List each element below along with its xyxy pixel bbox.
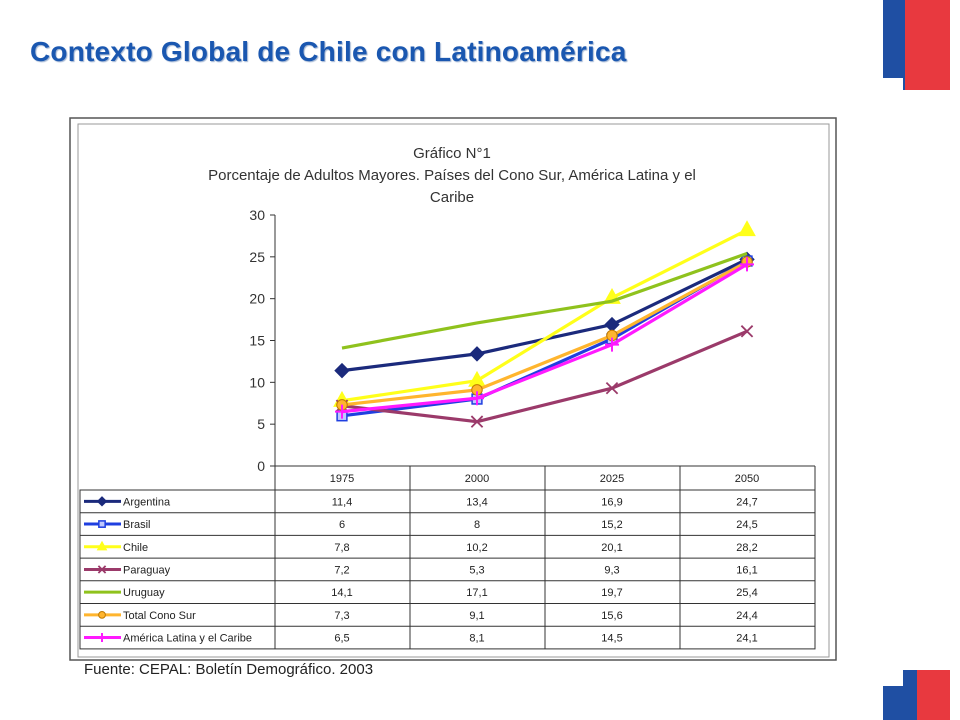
table-cell-value: 9,1 xyxy=(469,610,484,622)
chart-title: Gráfico N°1 xyxy=(413,145,491,162)
legend-label-argentina: Argentina xyxy=(123,496,171,508)
series-line-total-cono-sur xyxy=(341,260,748,407)
slide-title: Contexto Global de Chile con Latinoaméri… xyxy=(30,36,627,67)
chart-outer-frame xyxy=(69,117,837,661)
series-total-cono-sur xyxy=(336,256,753,411)
data-point-paraguay xyxy=(470,415,484,428)
table-cell-value: 9,3 xyxy=(604,564,619,576)
table-cell-value: 10,2 xyxy=(466,542,487,554)
table-cell-value: 20,1 xyxy=(601,542,622,554)
legend-key-marker-argentina xyxy=(96,496,108,507)
data-point-argentina xyxy=(469,346,485,362)
legend-key-marker-brasil xyxy=(98,520,106,528)
data-point-paraguay xyxy=(740,325,754,338)
series-line-chile xyxy=(341,228,748,403)
table-cell-value: 16,1 xyxy=(736,564,757,576)
table-cell-value: 24,4 xyxy=(736,610,757,622)
table-cell-value: 15,6 xyxy=(601,610,622,622)
table-cell-value: 25,4 xyxy=(736,587,757,599)
table-cell-value: 17,1 xyxy=(466,587,487,599)
legend-label-america-latina-y-el-caribe: América Latina y el Caribe xyxy=(123,633,252,645)
table-cell-value: 14,5 xyxy=(601,633,622,645)
table-cell-value: 15,2 xyxy=(601,519,622,531)
source-note: Fuente: CEPAL: Boletín Demográfico. 2003 xyxy=(84,661,374,678)
series-uruguay xyxy=(341,251,748,350)
table-cell-value: 6,5 xyxy=(334,633,349,645)
series-america-latina-y-el-caribe xyxy=(335,257,754,419)
chart-inner-frame xyxy=(77,123,830,658)
chart-subtitle-line2: Caribe xyxy=(430,189,474,206)
data-point-chile xyxy=(738,220,756,237)
table-cell-value: 7,2 xyxy=(334,564,349,576)
data-point-america-latina-y-el-caribe xyxy=(605,337,619,352)
table-cell-value: 24,1 xyxy=(736,633,757,645)
y-tick-label: 15 xyxy=(249,333,265,349)
y-tick-label: 5 xyxy=(257,416,265,432)
legend-label-paraguay: Paraguay xyxy=(123,564,171,576)
series-line-uruguay xyxy=(341,251,748,350)
y-tick-label: 30 xyxy=(249,207,265,223)
x-category-label: 2050 xyxy=(735,473,759,485)
table-cell-value: 11,4 xyxy=(332,496,353,508)
series-line-paraguay xyxy=(341,329,748,424)
legend-label-uruguay: Uruguay xyxy=(123,587,165,599)
y-tick-label: 10 xyxy=(249,374,265,390)
table-cell-value: 28,2 xyxy=(736,542,757,554)
series-line-america-latina-y-el-caribe xyxy=(341,262,748,414)
table-cell-value: 6 xyxy=(339,519,345,531)
table-cell-value: 14,1 xyxy=(331,587,352,599)
legend-key-marker-chile xyxy=(96,540,108,551)
x-category-label: 1975 xyxy=(330,473,354,485)
table-cell-value: 19,7 xyxy=(601,587,622,599)
chart-subtitle-line1: Porcentaje de Adultos Mayores. Países de… xyxy=(208,167,696,184)
legend-key-marker-america-latina-y-el-caribe xyxy=(97,633,107,643)
table-cell-value: 13,4 xyxy=(466,496,487,508)
legend-label-brasil: Brasil xyxy=(123,519,151,531)
legend-label-chile: Chile xyxy=(123,542,148,554)
data-point-america-latina-y-el-caribe xyxy=(335,404,349,419)
plot-area: 0 5 10 15 20 25 30 xyxy=(249,207,756,474)
legend-label-total-cono-sur: Total Cono Sur xyxy=(123,610,196,622)
series-paraguay xyxy=(335,325,754,428)
y-tick-label: 0 xyxy=(257,458,265,474)
table-cell-value: 8,1 xyxy=(469,633,484,645)
table-cell-value: 7,8 xyxy=(334,542,349,554)
y-tick-label: 25 xyxy=(249,249,265,265)
table-cell-value: 5,3 xyxy=(469,564,484,576)
table-cell-value: 24,7 xyxy=(736,496,757,508)
data-point-argentina xyxy=(334,362,350,379)
table-cell-value: 24,5 xyxy=(736,519,757,531)
legend-key-marker-paraguay xyxy=(97,565,107,574)
y-tick-label: 20 xyxy=(249,291,265,307)
data-table: 1975 2000 2025 2050 Argentina 11,4 13,4 16,9 24,… xyxy=(79,465,816,650)
x-category-label: 2025 xyxy=(600,473,624,485)
table-cell-value: 8 xyxy=(474,519,480,531)
legend-key-marker-total-cono-sur xyxy=(98,610,106,619)
table-cell-value: 16,9 xyxy=(601,496,622,508)
table-cell-value: 7,3 xyxy=(334,610,349,622)
data-point-paraguay xyxy=(605,381,619,395)
table-body-border xyxy=(79,489,816,650)
data-point-america-latina-y-el-caribe xyxy=(470,391,484,406)
data-point-america-latina-y-el-caribe xyxy=(740,257,754,272)
x-category-label: 2000 xyxy=(465,473,489,485)
